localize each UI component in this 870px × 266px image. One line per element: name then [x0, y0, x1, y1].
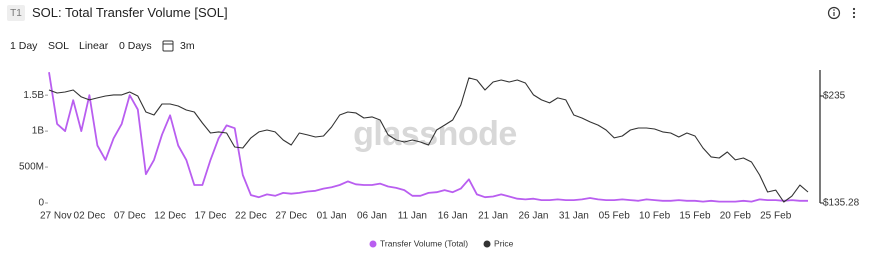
- calendar-icon[interactable]: [162, 40, 174, 52]
- x-tick-label: 31 Jan: [559, 211, 589, 222]
- x-tick-label: 16 Jan: [438, 211, 468, 222]
- y-tick-label: 0: [38, 198, 44, 209]
- info-icon[interactable]: [827, 6, 841, 20]
- x-tick-label: 02 Dec: [74, 211, 106, 222]
- badge-bg: [7, 5, 25, 21]
- menu-icon[interactable]: [852, 7, 856, 19]
- moving-average-button[interactable]: 0 Days: [119, 40, 152, 52]
- y2-tick-label: $235: [823, 91, 846, 102]
- x-tick-label: 20 Feb: [720, 211, 752, 222]
- x-tick-label: 01 Jan: [317, 211, 347, 222]
- y-tick-label: 1B: [32, 126, 45, 137]
- x-tick-label: 21 Jan: [478, 211, 508, 222]
- scale-button[interactable]: Linear: [79, 40, 109, 52]
- series-line: [48, 72, 808, 203]
- x-tick-label: 17 Dec: [195, 211, 227, 222]
- badge: T1: [10, 8, 22, 19]
- asset-button[interactable]: SOL: [48, 40, 69, 52]
- x-tick-label: 25 Feb: [760, 211, 792, 222]
- x-tick-label: 12 Dec: [154, 211, 186, 222]
- x-tick-label: 11 Jan: [398, 211, 427, 222]
- x-tick-label: 27 Nov: [40, 211, 72, 222]
- x-tick-label: 05 Feb: [599, 211, 631, 222]
- x-tick-label: 06 Jan: [357, 211, 387, 222]
- x-tick-label: 22 Dec: [235, 211, 267, 222]
- legend-marker: [483, 240, 491, 248]
- x-tick-label: 26 Jan: [518, 211, 548, 222]
- y2-tick-label: $135.28: [823, 198, 860, 209]
- range-button[interactable]: 3m: [180, 40, 195, 52]
- legend-label: Price: [494, 238, 514, 248]
- legend-label: Transfer Volume (Total): [380, 238, 468, 248]
- x-tick-label: 15 Feb: [679, 211, 711, 222]
- y-tick-label: 500M: [19, 162, 44, 173]
- y-tick-label: 1.5B: [23, 90, 44, 101]
- chart-title: SOL: Total Transfer Volume [SOL]: [32, 5, 228, 20]
- legend-marker: [369, 240, 377, 248]
- series-line: [48, 77, 809, 203]
- x-tick-label: 10 Feb: [639, 211, 671, 222]
- resolution-button[interactable]: 1 Day: [10, 40, 38, 52]
- x-tick-label: 27 Dec: [275, 211, 307, 222]
- x-tick-label: 07 Dec: [114, 211, 146, 222]
